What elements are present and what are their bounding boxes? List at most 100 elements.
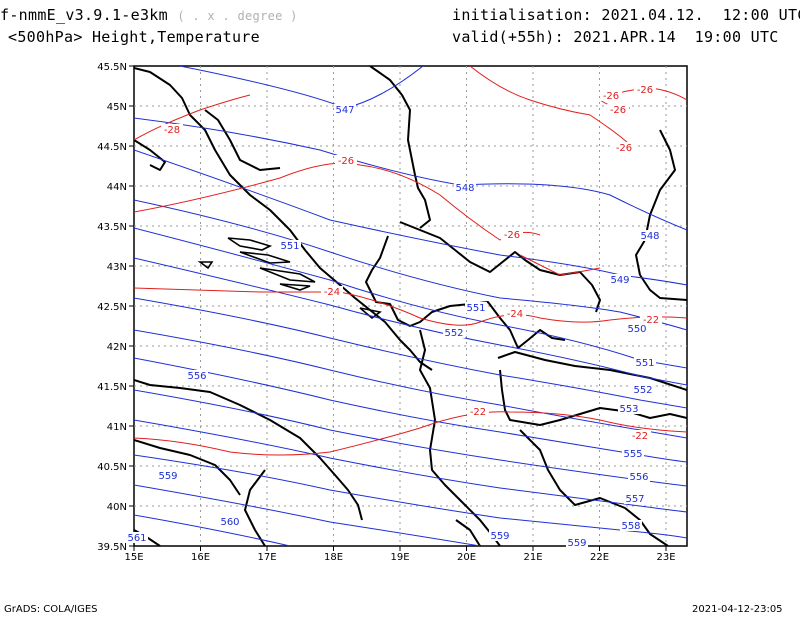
height-label: 555 xyxy=(623,449,642,460)
label-backdrop xyxy=(613,142,635,153)
label-backdrop xyxy=(321,286,343,297)
height-label: 552 xyxy=(633,385,652,396)
label-backdrop xyxy=(157,470,179,481)
lat-label: 44N xyxy=(107,182,127,193)
label-backdrop xyxy=(632,384,654,395)
temperature-label: -22 xyxy=(470,407,486,418)
temperature-label: -24 xyxy=(507,309,523,320)
temperature-label: -28 xyxy=(164,125,180,136)
height-label: 552 xyxy=(444,328,463,339)
lon-label: 18E xyxy=(324,552,343,563)
valid-time: 19:00 UTC xyxy=(694,28,779,46)
height-label: 549 xyxy=(610,275,629,286)
lat-label: 39.5N xyxy=(97,542,127,553)
lon-label: 20E xyxy=(457,552,476,563)
height-label: 551 xyxy=(635,358,654,369)
height-label: 551 xyxy=(466,303,485,314)
height-label: 559 xyxy=(490,531,509,542)
lat-label: 44.5N xyxy=(97,142,127,153)
lat-label: 41N xyxy=(107,422,127,433)
label-backdrop xyxy=(219,516,241,527)
temperature-label: -26 xyxy=(616,143,632,154)
label-backdrop xyxy=(618,403,640,414)
footer-timestamp: 2021-04-12-23:05 xyxy=(692,604,783,615)
height-label: 553 xyxy=(619,404,638,415)
temperature-label: -26 xyxy=(610,105,626,116)
label-backdrop xyxy=(443,327,465,338)
lon-label: 21E xyxy=(523,552,542,563)
label-backdrop xyxy=(628,471,650,482)
lon-label: 15E xyxy=(124,552,143,563)
footer-credit: GrADS: COLA/IGES xyxy=(4,604,98,615)
temperature-label: -22 xyxy=(643,315,659,326)
init-label: initialisation: xyxy=(452,6,592,24)
height-label: 560 xyxy=(220,517,239,528)
temperature-label: -26 xyxy=(338,156,354,167)
lat-label: 43.5N xyxy=(97,222,127,233)
label-backdrop xyxy=(624,493,646,504)
valid-label: valid(+55h): xyxy=(452,28,564,46)
axis-ticks: 45.5N 45N 44.5N 44N 43.5N 43N 42.5N 42N 41.5N 41N… xyxy=(97,62,675,563)
valid-line: valid(+55h): 2021.APR.14 19:00 UTC xyxy=(452,28,779,46)
label-backdrop xyxy=(279,240,301,251)
valid-date: 2021.APR.14 xyxy=(573,28,676,46)
lon-label: 23E xyxy=(656,552,675,563)
label-backdrop xyxy=(186,370,208,381)
label-backdrop xyxy=(640,314,662,325)
lat-label: 42.5N xyxy=(97,302,127,313)
model-title: f-nmmE_v3.9.1-e3km ( . x . degree ) xyxy=(0,6,298,24)
temperature-label: -22 xyxy=(632,431,648,442)
temperature-contours xyxy=(134,66,687,456)
height-label: 561 xyxy=(127,533,146,544)
label-backdrop xyxy=(334,104,356,115)
height-label: 556 xyxy=(629,472,648,483)
label-backdrop xyxy=(600,90,622,101)
label-backdrop xyxy=(489,530,511,541)
lon-label: 17E xyxy=(257,552,276,563)
init-line: initialisation: 2021.04.12. 12:00 UTC xyxy=(452,6,800,24)
coastlines-borders xyxy=(134,66,687,546)
lat-lon-grid xyxy=(134,66,687,546)
lat-label: 43N xyxy=(107,262,127,273)
lat-label: 45.5N xyxy=(97,62,127,73)
init-date: 2021.04.12. xyxy=(601,6,704,24)
label-backdrop xyxy=(467,406,489,417)
temperature-label: -24 xyxy=(324,287,340,298)
label-backdrop xyxy=(566,537,588,548)
label-backdrop xyxy=(161,124,183,135)
height-label: 551 xyxy=(280,241,299,252)
height-label: 550 xyxy=(627,324,646,335)
height-label: 559 xyxy=(158,471,177,482)
label-backdrop xyxy=(622,448,644,459)
lon-label: 16E xyxy=(191,552,210,563)
height-label: 547 xyxy=(335,105,354,116)
lat-label: 41.5N xyxy=(97,382,127,393)
label-backdrop xyxy=(620,520,642,531)
lon-label: 22E xyxy=(590,552,609,563)
lat-label: 40.5N xyxy=(97,462,127,473)
height-label: 558 xyxy=(621,521,640,532)
height-label: 548 xyxy=(640,231,659,242)
label-backdrop xyxy=(335,155,357,166)
label-backdrop xyxy=(609,274,631,285)
temperature-label: -26 xyxy=(603,91,619,102)
model-name: f-nmmE_v3.9.1-e3km xyxy=(0,6,168,24)
label-backdrop xyxy=(465,302,487,313)
lat-label: 40N xyxy=(107,502,127,513)
lon-label: 19E xyxy=(390,552,409,563)
label-backdrop xyxy=(634,357,656,368)
temperature-labels: -26 -26 -26 -26 -28 -26 -24 -24 -26 -22 -22 -22 xyxy=(161,84,662,442)
units-label: ( . x . degree ) xyxy=(177,9,298,23)
label-backdrop xyxy=(504,308,526,319)
label-backdrop xyxy=(626,323,648,334)
init-time: 12:00 UTC xyxy=(722,6,800,24)
level-title: <500hPa> Height,Temperature xyxy=(8,28,260,46)
height-label: 559 xyxy=(567,538,586,549)
label-backdrop xyxy=(607,104,629,115)
height-label: 557 xyxy=(625,494,644,505)
label-backdrop xyxy=(501,229,523,240)
height-label: 548 xyxy=(455,183,474,194)
label-backdrop xyxy=(629,430,651,441)
lat-label: 42N xyxy=(107,342,127,353)
